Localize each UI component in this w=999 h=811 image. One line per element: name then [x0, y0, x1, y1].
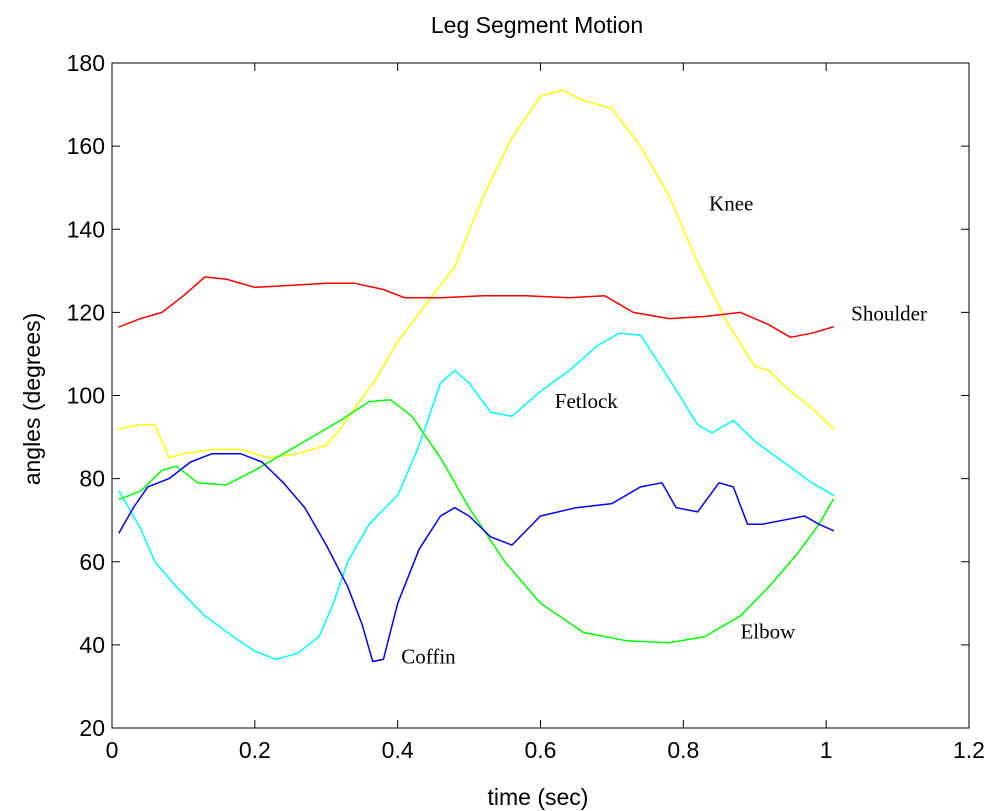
annotation-knee: Knee — [709, 192, 753, 216]
y-tick-label: 180 — [67, 50, 105, 76]
annotation-shoulder: Shoulder — [851, 302, 927, 326]
y-tick-label: 120 — [67, 299, 105, 325]
annotation-coffin: Coffin — [401, 645, 456, 669]
x-tick-label: 0 — [106, 737, 119, 763]
x-tick-label: 1 — [820, 737, 833, 763]
axis-ticks: 0 0.2 0.4 0.6 0.8 1 1.2 20 40 60 80 100 120 140 160 180 — [67, 50, 985, 763]
plot-frame — [111, 62, 970, 729]
y-axis-label: angles (degrees) — [19, 313, 45, 486]
annotation-elbow: Elbow — [740, 620, 796, 644]
y-tick-label: 140 — [67, 216, 105, 242]
y-tick-label: 80 — [79, 466, 105, 492]
y-tick-label: 160 — [67, 133, 105, 159]
annotation-fetlock: Fetlock — [555, 389, 618, 413]
x-tick-label: 0.8 — [667, 737, 699, 763]
x-tick-label: 0.4 — [382, 737, 414, 763]
chart-title: Leg Segment Motion — [431, 12, 643, 38]
y-tick-label: 60 — [79, 549, 105, 575]
series-layer — [118, 89, 835, 663]
series-line-knee — [118, 89, 835, 459]
y-tick-label: 100 — [67, 383, 105, 409]
series-line-shoulder — [118, 276, 835, 339]
y-tick-label: 40 — [79, 632, 105, 658]
series-line-coffin — [118, 452, 835, 663]
annotation-layer: Knee Shoulder Fetlock Elbow Coffin — [401, 192, 927, 669]
x-tick-label: 0.6 — [525, 737, 557, 763]
plot-area — [111, 62, 970, 729]
y-tick-label: 20 — [79, 715, 105, 741]
x-tick-label: 0.2 — [239, 737, 271, 763]
x-axis-label: time (sec) — [488, 784, 589, 810]
series-line-elbow — [118, 398, 835, 644]
series-line-fetlock — [118, 332, 835, 661]
x-tick-label: 1.2 — [953, 737, 985, 763]
